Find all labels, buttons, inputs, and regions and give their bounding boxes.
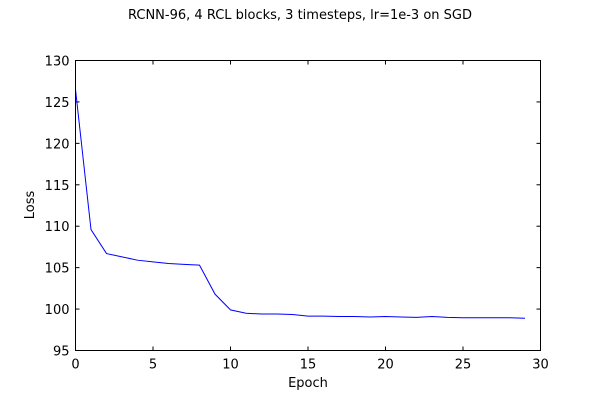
- x-tick-label: 5: [149, 358, 157, 373]
- axis-ticks: 0 5 10 15 20 25 30 95 100 105 110 115 120 125 130: [45, 55, 549, 373]
- y-tick-label: 100: [45, 303, 70, 318]
- series-layer: [75, 89, 526, 319]
- x-tick-label: 10: [222, 358, 239, 373]
- y-tick-label: 115: [45, 179, 70, 194]
- x-axis-label: Epoch: [288, 376, 328, 391]
- loss-series-line: [75, 89, 526, 319]
- y-tick-label: 110: [45, 220, 70, 235]
- x-tick-label: 20: [377, 358, 394, 373]
- x-tick-label: 15: [300, 358, 317, 373]
- x-tick-label: 30: [532, 358, 549, 373]
- x-tick-label: 0: [71, 358, 79, 373]
- y-tick-label: 95: [53, 345, 70, 360]
- y-axis-label: Loss: [23, 191, 38, 220]
- y-tick-label: 120: [45, 137, 70, 152]
- y-tick-label: 105: [45, 262, 70, 277]
- x-tick-label: 25: [455, 358, 472, 373]
- chart-title: RCNN-96, 4 RCL blocks, 3 timesteps, lr=1…: [128, 8, 472, 23]
- plot-frame: [75, 60, 541, 351]
- y-tick-label: 130: [45, 55, 70, 70]
- y-tick-label: 125: [45, 96, 70, 111]
